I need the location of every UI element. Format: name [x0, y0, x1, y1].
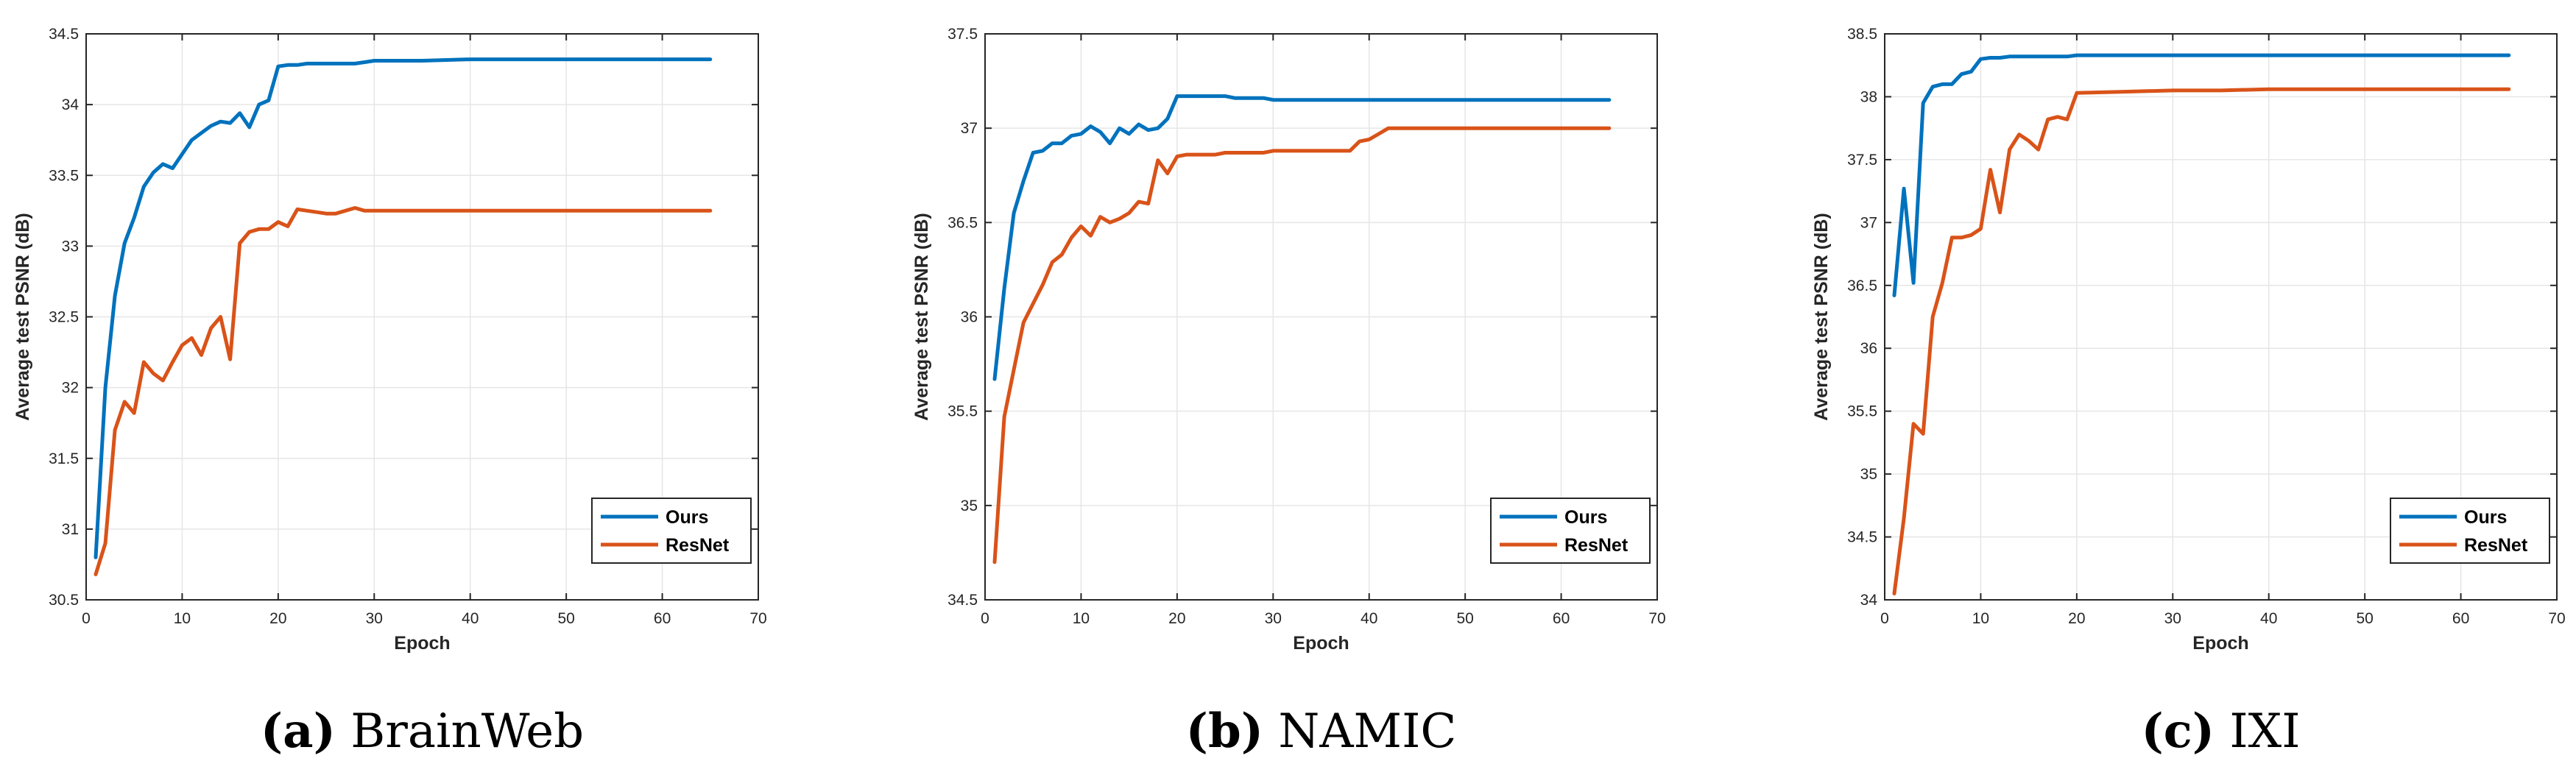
y-tick-label: 38.5 [1847, 26, 1877, 43]
legend: Ours ResNet [1490, 498, 1651, 564]
y-tick-label: 37 [961, 120, 978, 137]
y-tick-label: 37.5 [948, 26, 978, 43]
x-tick-label: 0 [1880, 610, 1889, 627]
series-line-ours [992, 94, 1612, 381]
y-tick-label: 33 [62, 238, 79, 255]
x-tick-label: 0 [981, 610, 989, 627]
series-line-resnet [1892, 87, 2511, 595]
y-tick-label: 32 [62, 380, 79, 397]
x-axis-label: Epoch [2192, 633, 2248, 654]
y-tick-label: 33.5 [49, 167, 79, 184]
legend-box [1490, 498, 1651, 564]
x-tick-label: 60 [1553, 610, 1570, 627]
axes-box [1884, 33, 2558, 601]
chart-1: 0 10 20 30 40 50 60 70 30.5 31 31.5 32 32.5 33 33.5 34 3… [13, 26, 767, 759]
x-tick-label: 50 [1456, 610, 1473, 627]
x-tick-label: 50 [2356, 610, 2373, 627]
x-tick-label: 30 [1265, 610, 1282, 627]
x-tick-label: 40 [2260, 610, 2277, 627]
x-tick-label: 10 [174, 610, 191, 627]
series-line-ours [93, 57, 713, 559]
series-line-resnet [992, 126, 1612, 565]
x-tick-label: 30 [366, 610, 383, 627]
legend-box [2390, 498, 2550, 564]
y-tick-label: 34.5 [1847, 529, 1877, 546]
y-tick-label: 34.5 [948, 592, 978, 609]
y-tick-label: 36.5 [1847, 277, 1877, 294]
y-tick-label: 34.5 [49, 26, 79, 43]
legend-label-resnet: ResNet [666, 535, 730, 556]
x-axis-label: Epoch [1293, 633, 1349, 654]
series-line-ours [1892, 53, 2511, 297]
x-tick-label: 30 [2164, 610, 2181, 627]
legend-label-ours: Ours [2464, 507, 2507, 528]
panel-caption: (c) IXI [2142, 704, 2301, 759]
x-tick-label: 10 [1972, 610, 1989, 627]
x-tick-label: 20 [1168, 610, 1185, 627]
y-tick-label: 35.5 [948, 403, 978, 420]
y-tick-label: 36 [1860, 340, 1877, 357]
x-tick-label: 70 [2548, 610, 2565, 627]
caption-text: IXI [2215, 704, 2300, 759]
caption-text: NAMIC [1263, 704, 1456, 759]
legend-box [591, 498, 752, 564]
y-axis-label: Average test PSNR (dB) [911, 213, 932, 420]
caption-letter: (b) [1186, 704, 1263, 759]
y-tick-label: 36 [961, 309, 978, 326]
x-tick-label: 10 [1073, 610, 1090, 627]
y-axis-label: Average test PSNR (dB) [13, 213, 33, 420]
chart-3: 0 10 20 30 40 50 60 70 34 34.5 35 35.5 36 36.5 37 37.5 3… [1811, 26, 2566, 759]
x-tick-label: 20 [2068, 610, 2085, 627]
y-tick-label: 31.5 [49, 450, 79, 467]
y-tick-label: 31 [62, 521, 79, 538]
x-tick-label: 70 [1648, 610, 1665, 627]
x-tick-label: 40 [1361, 610, 1377, 627]
y-tick-label: 34 [1860, 592, 1878, 609]
series-line-resnet [93, 206, 713, 576]
y-tick-label: 32.5 [49, 309, 79, 326]
caption-letter: (c) [2142, 704, 2215, 759]
x-tick-label: 70 [749, 610, 766, 627]
panel-caption: (b) NAMIC [1186, 704, 1457, 759]
caption-text: BrainWeb [336, 704, 584, 759]
x-tick-label: 60 [654, 610, 671, 627]
legend: Ours ResNet [591, 498, 752, 564]
x-axis-label: Epoch [394, 633, 450, 654]
caption-letter: (a) [261, 704, 336, 759]
legend-label-resnet: ResNet [1564, 535, 1628, 556]
y-tick-label: 35 [1860, 466, 1877, 483]
x-tick-label: 50 [557, 610, 574, 627]
y-tick-label: 37 [1860, 214, 1877, 231]
y-tick-label: 36.5 [948, 214, 978, 231]
x-tick-label: 40 [462, 610, 479, 627]
x-tick-label: 60 [2452, 610, 2469, 627]
y-tick-label: 35 [961, 498, 978, 514]
y-axis-label: Average test PSNR (dB) [1811, 213, 1832, 420]
legend-label-ours: Ours [666, 507, 708, 528]
x-tick-label: 20 [269, 610, 286, 627]
y-tick-label: 35.5 [1847, 403, 1877, 420]
y-tick-label: 34 [62, 96, 80, 113]
y-tick-label: 30.5 [49, 592, 79, 609]
panel-caption: (a) BrainWeb [261, 704, 584, 759]
legend-label-ours: Ours [1564, 507, 1607, 528]
y-tick-label: 38 [1860, 88, 1877, 105]
chart-2: 0 10 20 30 40 50 60 70 34.5 35 35.5 36 36.5 37 37.5 Epo… [911, 26, 1666, 759]
y-tick-label: 37.5 [1847, 152, 1877, 169]
legend: Ours ResNet [2390, 498, 2550, 564]
x-tick-label: 0 [82, 610, 91, 627]
legend-label-resnet: ResNet [2464, 535, 2528, 556]
